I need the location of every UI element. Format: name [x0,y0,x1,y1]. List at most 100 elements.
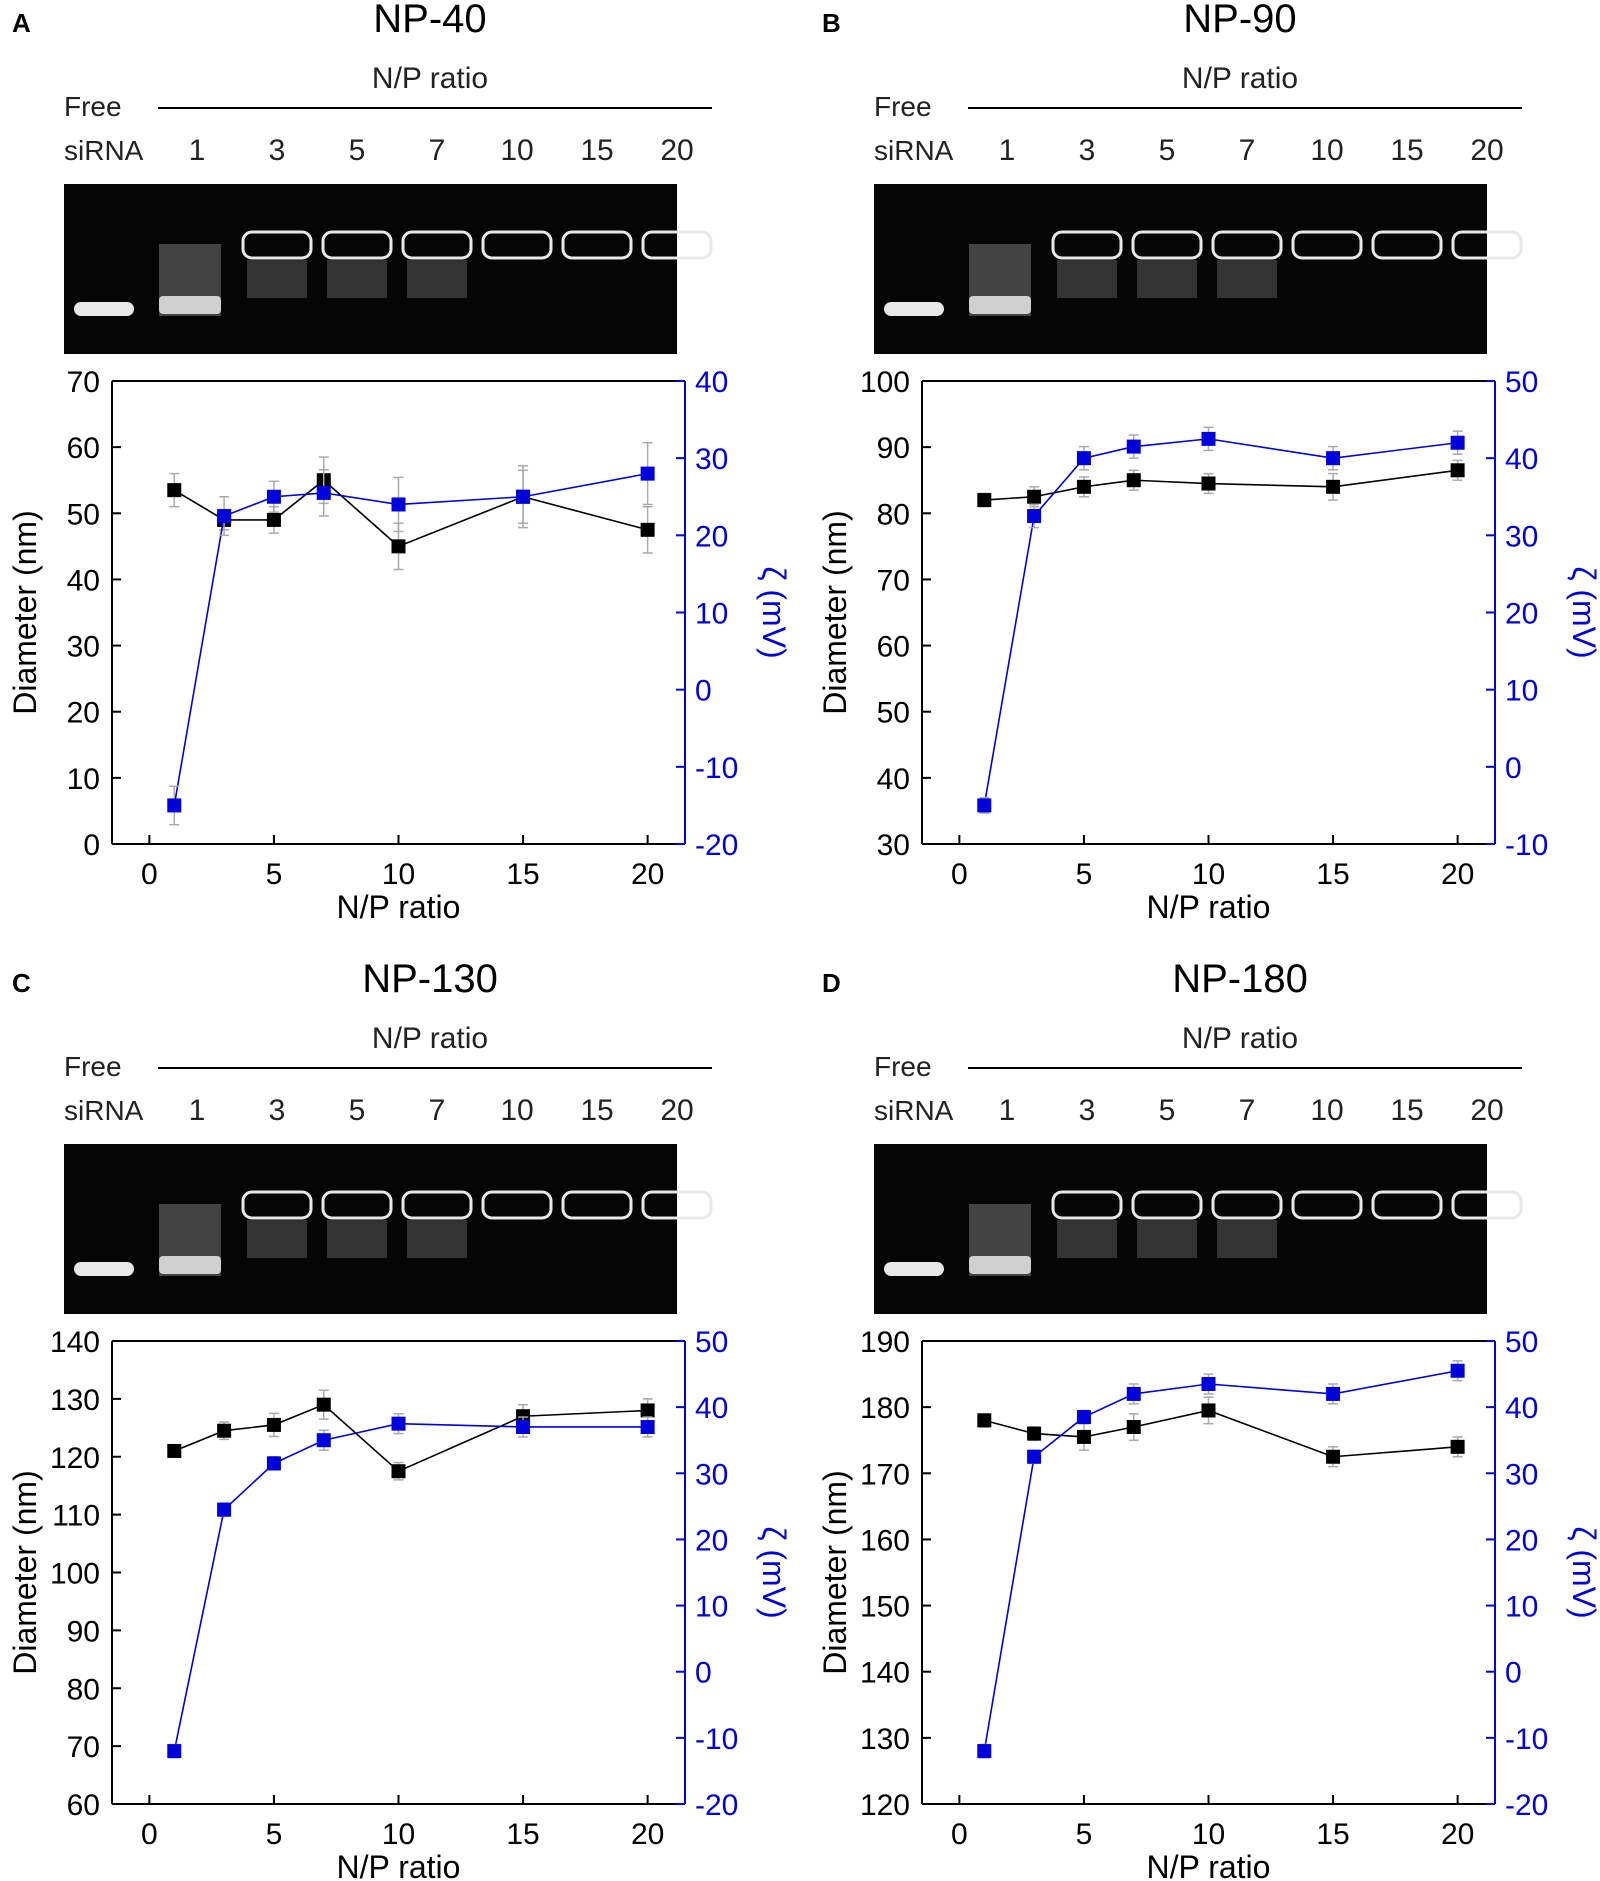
gel-smear [1057,1220,1117,1258]
zeta-point [266,1456,281,1471]
gel-band [1051,230,1123,260]
x-tick-label: 0 [951,858,968,891]
gel-band [969,1256,1031,1274]
zeta-point [1076,451,1091,466]
diameter-point [1027,1426,1042,1441]
y-left-tick-label: 60 [877,631,910,664]
y-right-tick-label: 30 [695,1458,728,1491]
gel-smear [1137,260,1197,298]
zeta-point [977,798,992,813]
y-right-tick-label: 10 [695,598,728,631]
diameter-point [977,493,992,508]
gel-band [561,230,633,260]
lane-label: 7 [429,1094,446,1127]
y-left-tick-label: 30 [877,829,910,862]
lane-label: 20 [1470,1094,1503,1127]
diameter-point [1326,479,1341,494]
gel-smear [407,1220,467,1258]
panel-a: A NP-40 N/P ratio Free siRNA 1 3 5 7 10 15 20 0 5 10 15… [7,0,792,925]
y-left-tick-label: 100 [860,366,910,399]
lane-label: 1 [189,134,206,167]
y-right-tick-label: 0 [1505,752,1522,785]
diameter-point [266,1417,281,1432]
y-right-tick-label: 50 [695,1326,728,1359]
panel-title: NP-180 [1172,957,1308,1001]
panel-letter: A [12,8,31,38]
gel-band [969,296,1031,314]
lane-label: 5 [349,134,366,167]
y-left-tick-label: 140 [50,1326,100,1359]
gel-band [1451,230,1523,260]
y-right-tick-label: 40 [695,366,728,399]
x-tick-label: 0 [141,1818,158,1851]
y-right-axis-label: ζ (mV) [1566,1526,1600,1618]
zeta-point [316,1433,331,1448]
gel-band [481,1190,553,1220]
panel-letter: B [822,8,841,38]
sirna-label: siRNA [64,135,144,166]
y-right-axis-label: ζ (mV) [756,1526,792,1618]
x-tick-label: 0 [951,1818,968,1851]
gel-band-free [884,302,944,316]
diameter-point [391,539,406,554]
diameter-point [266,512,281,527]
gel-band-free [74,302,134,316]
y-right-tick-label: 10 [695,1591,728,1624]
zeta-point [1201,431,1216,446]
gel-header: N/P ratio [1182,1022,1298,1055]
y-right-tick-label: 40 [1505,443,1538,476]
zeta-line [173,1422,648,1752]
x-tick-label: 5 [266,858,283,891]
diameter-point [1201,1403,1216,1418]
x-tick-label: 10 [1192,1818,1225,1851]
x-tick-label: 15 [506,858,539,891]
x-tick-label: 0 [141,858,158,891]
lane-label: 7 [1239,1094,1256,1127]
y-left-tick-label: 100 [50,1558,100,1591]
sirna-label: siRNA [874,135,954,166]
diameter-point [1126,1419,1141,1434]
lane-label: 15 [1390,134,1423,167]
diameter-line [173,1403,648,1473]
zeta-point [1326,451,1341,466]
gel-band [321,1190,393,1220]
gel-band [1371,230,1443,260]
x-tick-label: 10 [382,1818,415,1851]
x-axis-label: N/P ratio [1147,889,1271,925]
zeta-point [1126,1386,1141,1401]
gel-band [1131,1190,1203,1220]
zeta-line [983,1369,1458,1752]
zeta-point [1450,435,1465,450]
panel-c: C NP-130 N/P ratio Free siRNA 1 3 5 7 10 15 20 0 5 10 1… [7,957,792,1881]
lane-label: 3 [269,1094,286,1127]
panel-title: NP-90 [1183,0,1296,41]
zeta-line [983,438,1458,806]
zeta-point [640,466,655,481]
gel-band [401,1190,473,1220]
y-left-tick-label: 40 [877,763,910,796]
lane-label: 5 [349,1094,366,1127]
y-right-tick-label: 30 [1505,520,1538,553]
x-tick-label: 15 [1316,1818,1349,1851]
x-tick-label: 20 [631,1818,664,1851]
gel-smear [247,260,307,298]
lane-label: 10 [500,134,533,167]
y-right-tick-label: 20 [695,520,728,553]
diameter-line [984,469,1458,501]
y-left-tick-label: 190 [860,1326,910,1359]
y-left-tick-label: 130 [50,1384,100,1417]
y-left-tick-label: 180 [860,1392,910,1425]
y-right-tick-label: 40 [695,1392,728,1425]
lane-label: 20 [660,134,693,167]
y-right-tick-label: 0 [1505,1657,1522,1690]
y-right-tick-label: -20 [695,1789,738,1822]
y-left-tick-label: 20 [67,697,100,730]
gel-band [561,1190,633,1220]
y-left-tick-label: 130 [860,1723,910,1756]
diameter-point [1076,479,1091,494]
gel-band [241,1190,313,1220]
sirna-label: siRNA [64,1095,144,1126]
gel-band [1371,1190,1443,1220]
zeta-line [173,472,648,806]
